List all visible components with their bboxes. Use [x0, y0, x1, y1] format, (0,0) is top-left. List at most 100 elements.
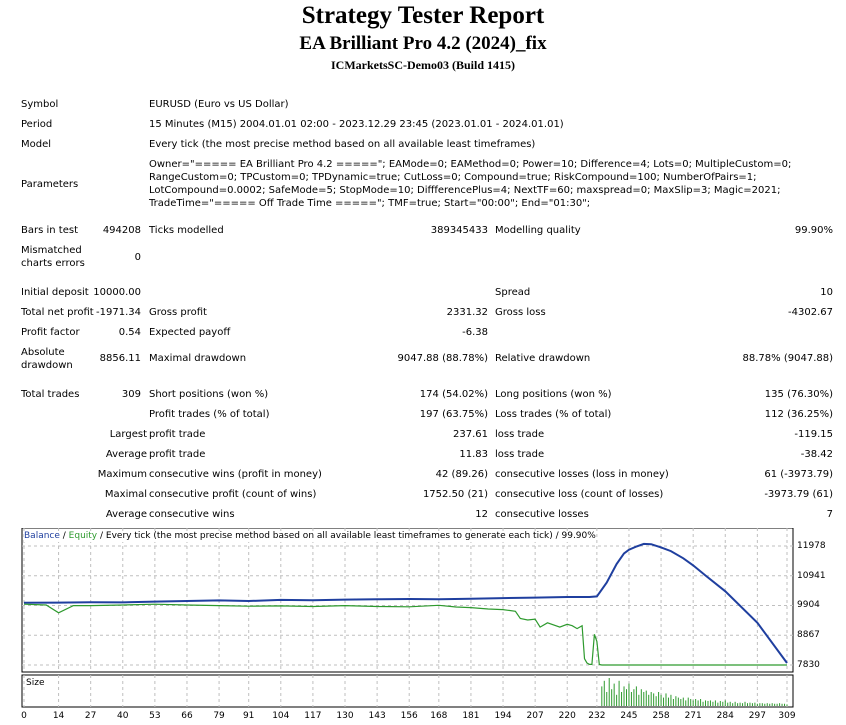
y-tick-label: 10941	[797, 570, 826, 581]
x-tick-label: 284	[716, 711, 734, 721]
x-tick-label: 117	[304, 711, 322, 721]
avg-cons-label: Average	[105, 509, 147, 520]
abs-dd-label-2: drawdown	[21, 360, 73, 371]
largest-label: Largest	[109, 429, 147, 440]
bars-label: Bars in test	[21, 225, 78, 236]
x-tick-label: 143	[368, 711, 386, 721]
maximal-cons-profit-value: 1752.50 (21)	[422, 489, 488, 500]
quality-label: Modelling quality	[495, 225, 581, 236]
gross-loss-value: -4302.67	[788, 307, 833, 318]
max-cons-losses-label: consecutive losses (loss in money)	[495, 469, 669, 480]
ticks-label: Ticks modelled	[149, 225, 224, 236]
loss-trades-label: Loss trades (% of total)	[495, 409, 612, 420]
y-tick-label: 7830	[797, 660, 820, 670]
x-tick-label: 245	[620, 711, 638, 721]
model-value: Every tick (the most precise method base…	[149, 139, 536, 150]
maximum-label: Maximum	[97, 469, 147, 480]
x-tick-label: 14	[52, 711, 65, 721]
period-value: 15 Minutes (M15) 2004.01.01 02:00 - 2023…	[149, 119, 564, 130]
max-cons-wins-label: consecutive wins (profit in money)	[149, 469, 322, 480]
max-cons-losses-value: 61 (-3973.79)	[764, 469, 833, 480]
profit-trades-value: 197 (63.75%)	[419, 409, 488, 420]
mismatch-value: 0	[134, 252, 141, 263]
max-dd-value: 9047.88 (88.78%)	[397, 353, 488, 364]
x-tick-label: 156	[400, 711, 418, 721]
largest-loss-label: loss trade	[495, 429, 545, 440]
avg-cons-wins-label: consecutive wins	[149, 509, 235, 520]
initial-deposit-value: 10000.00	[93, 287, 141, 298]
profit-factor-label: Profit factor	[21, 327, 80, 338]
average-profit-label: profit trade	[149, 449, 206, 460]
abs-dd-label: Absolute	[21, 347, 65, 358]
y-tick-label: 9904	[797, 600, 820, 611]
maximal-label: Maximal	[104, 489, 147, 500]
largest-loss-value: -119.15	[794, 429, 833, 440]
x-tick-label: 309	[778, 711, 796, 721]
x-tick-label: 168	[430, 711, 448, 721]
x-tick-label: 130	[336, 711, 354, 721]
spread-value: 10	[820, 287, 833, 298]
short-value: 174 (54.02%)	[419, 389, 488, 400]
gross-loss-label: Gross loss	[495, 307, 546, 318]
avg-cons-wins-value: 12	[475, 509, 488, 520]
report-title: Strategy Tester Report	[301, 2, 545, 29]
maximal-cons-loss-value: -3973.79 (61)	[764, 489, 833, 500]
spread-label: Spread	[495, 287, 531, 298]
expected-payoff-label: Expected payoff	[149, 327, 231, 338]
x-tick-label: 104	[272, 711, 290, 721]
mismatch-label: Mismatched	[21, 245, 82, 256]
expected-payoff-value: -6.38	[462, 327, 488, 338]
symbol-label: Symbol	[21, 99, 59, 110]
symbol-value: EURUSD (Euro vs US Dollar)	[149, 99, 289, 110]
balance-line	[23, 542, 788, 664]
chart-legend: Balance / Equity / Every tick (the most …	[24, 531, 596, 542]
maximal-cons-profit-label: consecutive profit (count of wins)	[149, 489, 317, 500]
gross-profit-label: Gross profit	[149, 307, 207, 318]
balance-equity-chart	[21, 528, 794, 708]
parameters-line: LotCompound=0.0002; SafeMode=5; StopMode…	[149, 185, 781, 196]
loss-trades-value: 112 (36.25%)	[764, 409, 833, 420]
legend-balance: Balance	[24, 531, 60, 541]
report-account: ICMarketsSC-Demo03 (Build 1415)	[331, 58, 515, 72]
parameters-line: TradeTime="===== Off Trade Time ====="; …	[149, 198, 591, 209]
profit-factor-value: 0.54	[118, 327, 141, 338]
y-tick-label: 11978	[797, 540, 826, 551]
x-tick-label: 0	[21, 711, 27, 721]
quality-value: 99.90%	[794, 225, 833, 236]
x-tick-label: 220	[558, 711, 576, 721]
x-tick-label: 297	[748, 711, 766, 721]
x-tick-label: 194	[494, 711, 512, 721]
x-tick-label: 27	[84, 711, 97, 721]
largest-profit-label: profit trade	[149, 429, 206, 440]
abs-dd-value: 8856.11	[99, 353, 141, 364]
mismatch-label-2: charts errors	[21, 258, 85, 269]
profit-trades-label: Profit trades (% of total)	[149, 409, 270, 420]
report-subtitle: EA Brilliant Pro 4.2 (2024)_fix	[299, 33, 547, 54]
period-label: Period	[21, 119, 53, 130]
long-label: Long positions (won %)	[495, 389, 612, 400]
x-tick-label: 258	[652, 711, 670, 721]
long-value: 135 (76.30%)	[764, 389, 833, 400]
legend-description: / Every tick (the most precise method ba…	[97, 531, 596, 541]
x-tick-label: 207	[526, 711, 544, 721]
parameters-line: Owner="===== EA Brilliant Pro 4.2 ====="…	[149, 159, 792, 170]
y-tick-label: 8867	[797, 630, 820, 641]
rel-dd-label: Relative drawdown	[495, 353, 591, 364]
rel-dd-value: 88.78% (9047.88)	[742, 353, 833, 364]
x-tick-label: 79	[213, 711, 225, 721]
largest-profit-value: 237.61	[453, 429, 488, 440]
x-tick-label: 66	[181, 711, 193, 721]
max-cons-wins-value: 42 (89.26)	[435, 469, 488, 480]
short-label: Short positions (won %)	[149, 389, 269, 400]
net-profit-value: -1971.34	[96, 307, 141, 318]
size-frame	[21, 674, 794, 708]
bars-value: 494208	[102, 225, 141, 236]
total-trades-label: Total trades	[21, 389, 80, 400]
ticks-value: 389345433	[430, 225, 488, 236]
maximal-cons-loss-label: consecutive loss (count of losses)	[495, 489, 664, 500]
average-loss-label: loss trade	[495, 449, 545, 460]
initial-deposit-label: Initial deposit	[21, 287, 89, 298]
avg-cons-losses-label: consecutive losses	[495, 509, 589, 520]
average-label: Average	[105, 449, 147, 460]
parameters-line: RangeCustom=0; TPCustom=0; TPDynamic=tru…	[149, 172, 757, 183]
